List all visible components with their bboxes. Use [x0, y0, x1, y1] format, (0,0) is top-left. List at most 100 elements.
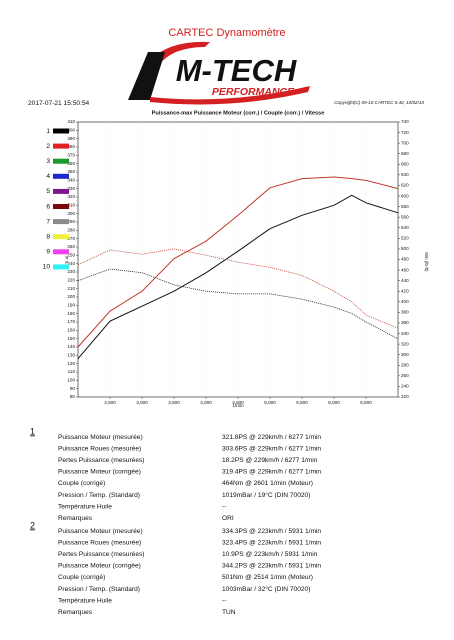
- y-tick-label: 260: [67, 244, 75, 249]
- y-tick-label: 90: [70, 386, 76, 391]
- result-label: Remarques: [58, 609, 93, 616]
- result-label: Puissance Moteur (mesurée): [58, 528, 143, 535]
- result-label: Pertes Puissance (mesurées): [58, 551, 145, 558]
- y2-tick-label: 560: [401, 214, 409, 219]
- legend-label: 8: [46, 233, 50, 240]
- result-label: Puissance Roues (mesurée): [58, 445, 141, 452]
- y-tick-label: 310: [67, 203, 75, 208]
- result-value: 464Nm @ 2601 1/min (Moteur): [222, 480, 313, 487]
- result-value: 10.9PS @ 223km/h / 5931 1/min: [222, 551, 318, 558]
- result-value: 303.6PS @ 229km/h / 6277 1/min: [222, 445, 321, 452]
- y-tick-label: 330: [67, 186, 75, 191]
- logo-subtext: PERFORMANCE: [212, 86, 295, 98]
- legend-swatch: [53, 128, 69, 134]
- logo: [128, 41, 310, 105]
- y2-tick-label: 420: [401, 288, 409, 293]
- y2-tick-label: 360: [401, 320, 409, 325]
- data-line: [77, 268, 399, 340]
- y-axis-label: P S: [64, 256, 69, 263]
- chart-title: Puissance-max Puissance Moteur (corr.) /…: [152, 110, 325, 116]
- result-value: 501Nm @ 2514 1/min (Moteur): [222, 574, 313, 581]
- y-tick-label: 380: [67, 144, 75, 149]
- result-label: Température Huile: [58, 503, 112, 510]
- result-value: 1003mBar / 32°C (DIN 70020): [222, 585, 310, 593]
- y-tick-label: 200: [67, 294, 75, 299]
- y2-tick-label: 340: [401, 331, 409, 336]
- x-tick-label: 2,500: [104, 400, 116, 405]
- result-label: Pression / Temp. (Standard): [58, 586, 140, 593]
- y2-tick-label: 520: [401, 236, 409, 241]
- legend-swatch: [53, 249, 69, 255]
- legend-label: 7: [46, 218, 50, 225]
- logo-bar: [128, 52, 165, 100]
- x-tick-label: 5,000: [264, 400, 276, 405]
- legend-label: 5: [46, 188, 50, 195]
- y2-tick-label: 380: [401, 310, 409, 315]
- y2-tick-label: 700: [401, 140, 409, 145]
- x-tick-label: 6,500: [360, 400, 372, 405]
- y2-tick-label: 300: [401, 352, 409, 357]
- result-value: 323.4PS @ 223km/h / 5931 1/min: [222, 539, 321, 546]
- y2-tick-label: 440: [401, 278, 409, 283]
- data-line: [77, 194, 399, 359]
- y2-tick-label: 740: [401, 119, 409, 124]
- result-label: Couple (corrigé): [58, 480, 105, 487]
- logo-swoosh: [150, 86, 310, 105]
- legend-label: 9: [46, 249, 50, 256]
- dynamic-layer: 8090100110120130140150160170180190200210…: [30, 119, 409, 616]
- x-tick-label: 3,000: [136, 400, 148, 405]
- y-tick-label: 320: [67, 194, 75, 199]
- y-tick-label: 100: [67, 378, 75, 383]
- y-tick-label: 110: [68, 369, 76, 374]
- y-tick-label: 350: [67, 169, 75, 174]
- y-tick-label: 80: [70, 394, 76, 399]
- result-label: Remarques: [58, 515, 93, 522]
- legend-swatch: [53, 158, 69, 164]
- y2-tick-label: 660: [401, 162, 409, 167]
- result-label: Puissance Roues (mesurée): [58, 539, 141, 546]
- y2-tick-label: 240: [401, 384, 409, 389]
- y-tick-label: 410: [67, 119, 75, 124]
- y2-tick-label: 680: [401, 151, 409, 156]
- result-label: Puissance Moteur (corrigée): [58, 469, 141, 476]
- app-title: CARTEC Dynamomètre: [168, 27, 285, 39]
- x-tick-label: 3,500: [168, 400, 180, 405]
- y2-tick-label: 220: [401, 394, 409, 399]
- result-value: ORI: [222, 515, 234, 522]
- y-tick-label: 360: [67, 161, 75, 166]
- result-label: Température Huile: [58, 597, 112, 604]
- legend-swatch: [53, 143, 69, 149]
- y-tick-label: 250: [67, 253, 75, 258]
- result-value: TUN: [222, 609, 236, 616]
- result-value: 319.4PS @ 229km/h / 6277 1/min: [222, 469, 321, 476]
- y-tick-label: 290: [67, 219, 75, 224]
- result-value: 18.2PS @ 229km/h / 6277 1/min: [222, 457, 318, 464]
- y-tick-label: 230: [67, 269, 75, 274]
- legend-swatch: [53, 204, 69, 209]
- copyright: Copyright(C) 09-10 CARTEC 5.40, 10/02/10: [334, 100, 424, 105]
- logo-text: M-TECH: [176, 53, 297, 88]
- result-marker: 2: [30, 520, 35, 530]
- x-tick-label: 5,500: [296, 400, 308, 405]
- date: 2017-07-21 15:50:54: [28, 100, 90, 107]
- y-tick-label: 140: [67, 344, 75, 349]
- legend-label: 2: [46, 143, 50, 150]
- result-value: 1019mBar / 19°C (DIN 70020): [222, 491, 310, 499]
- y2-tick-label: 500: [401, 246, 409, 251]
- legend-swatch: [53, 219, 69, 225]
- y-tick-label: 170: [67, 319, 75, 324]
- y2-tick-label: 600: [401, 193, 409, 198]
- legend-label: 10: [43, 264, 51, 271]
- legend-swatch: [53, 188, 69, 194]
- y2-tick-label: 260: [401, 373, 409, 378]
- y-tick-label: 280: [67, 228, 75, 233]
- y-tick-label: 390: [67, 136, 75, 141]
- result-label: Puissance Moteur (mesurée): [58, 434, 143, 441]
- y2-tick-label: 540: [401, 225, 409, 230]
- y-tick-label: 180: [67, 311, 75, 316]
- y-tick-label: 150: [67, 336, 75, 341]
- legend-label: 3: [46, 158, 50, 165]
- y-tick-label: 270: [67, 236, 75, 241]
- y2-tick-label: 640: [401, 172, 409, 177]
